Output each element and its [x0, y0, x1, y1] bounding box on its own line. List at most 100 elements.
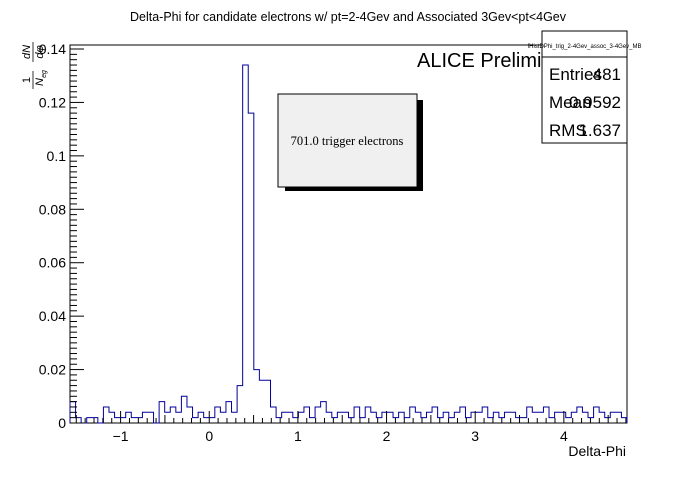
histogram-bin [477, 412, 483, 423]
histogram-bin [115, 418, 121, 423]
histogram-bin [594, 407, 600, 423]
y-tick-label: 0.06 [39, 255, 66, 271]
histogram-bin [310, 418, 316, 423]
histogram-bin [137, 418, 143, 423]
histogram-bin [321, 402, 327, 423]
x-tick-label: −1 [113, 428, 129, 444]
histogram-bin [198, 412, 204, 423]
histogram-bin [254, 370, 260, 423]
histogram-bin [176, 412, 182, 423]
histogram-bars [69, 64, 628, 424]
x-tick-label: 3 [471, 428, 479, 444]
histogram-bin [204, 418, 210, 423]
y-tick-label: 0.14 [39, 41, 66, 57]
histogram-bin [237, 386, 243, 423]
histogram-bin [399, 412, 405, 423]
stats-box-name: fHistDPhi_trig_2-4Gev_assoc_3-4Gev_MB [527, 44, 641, 50]
histogram-bin [432, 407, 438, 423]
histogram-bin [131, 418, 137, 423]
histogram-bin [571, 412, 577, 423]
histogram-bin [471, 412, 477, 423]
histogram-bin [460, 407, 466, 423]
trigger-electrons-text: 701.0 trigger electrons [291, 134, 404, 148]
histogram-bin [148, 412, 154, 423]
histogram-outline [69, 64, 628, 424]
histogram-bin [103, 407, 109, 423]
x-tick-label: 0 [205, 428, 213, 444]
y-tick-label: 0.04 [39, 308, 66, 324]
histogram-bin [343, 412, 349, 423]
histogram-bin [165, 412, 171, 423]
y-axis: 0 0.02 0.04 0.06 0.08 0.1 0.12 0.14 [39, 41, 84, 431]
stats-entries-value: 481 [593, 65, 621, 84]
stats-entries-label: Entries [549, 65, 602, 84]
y-label-dn: dN [21, 45, 33, 59]
histogram-bin [599, 412, 605, 423]
histogram-bin [415, 412, 421, 423]
histogram-bin [126, 412, 132, 423]
y-tick-label: 0.12 [39, 94, 66, 110]
histogram-bin [538, 412, 544, 423]
stats-box: fHistDPhi_trig_2-4Gev_assoc_3-4Gev_MB En… [527, 30, 642, 144]
histogram-bin [248, 113, 254, 423]
histogram-bin [159, 402, 165, 423]
y-tick-label: 0.02 [39, 362, 66, 378]
histogram-bin [354, 407, 360, 423]
histogram-bin [193, 418, 199, 423]
x-tick-label: 1 [294, 428, 302, 444]
histogram-bin [170, 407, 176, 423]
histogram-bin [493, 412, 499, 423]
histogram-bin [215, 407, 221, 423]
histogram-bin [360, 418, 366, 423]
y-tick-label: 0 [58, 415, 66, 431]
histogram-bin [92, 418, 98, 423]
histogram-bin [482, 407, 488, 423]
histogram-bin [276, 418, 282, 423]
histogram-bin [220, 412, 226, 423]
stats-rms-value: 1.637 [578, 121, 621, 140]
histogram-bin [332, 418, 338, 423]
y-axis-label: 1 N eg dN dφ [21, 42, 48, 89]
histogram-bin [243, 65, 249, 423]
stats-mean-label: Mean [549, 93, 592, 112]
histogram-bin [521, 418, 527, 423]
histogram-bin [549, 418, 555, 423]
histogram-bin [265, 380, 271, 423]
histogram-bin [610, 412, 616, 423]
histogram-bin [326, 412, 332, 423]
histogram-bin [560, 412, 566, 423]
trigger-electrons-box: 701.0 trigger electrons [277, 93, 423, 191]
histogram-bin [387, 412, 393, 423]
plot-frame [69, 44, 628, 424]
x-tick-label: 2 [383, 428, 391, 444]
histogram-bin [504, 412, 510, 423]
histogram-bin [516, 418, 522, 423]
stats-mean-value: 0.9592 [569, 93, 621, 112]
histogram-bin [605, 418, 611, 423]
y-tick-label: 0.1 [47, 148, 67, 164]
histogram-bin [287, 412, 293, 423]
x-axis: −1 0 1 2 3 4 [75, 411, 627, 444]
histogram-bin [259, 380, 265, 423]
y-tick-label: 0.08 [39, 201, 66, 217]
histogram-bin [365, 407, 371, 423]
histogram-bin [298, 412, 304, 423]
alice-preliminary-label: ALICE Preliminary [417, 50, 580, 72]
histogram-bin [282, 412, 288, 423]
x-axis-label: Delta-Phi [568, 443, 626, 459]
histogram-bin [209, 418, 215, 423]
histogram-bin [371, 412, 377, 423]
histogram-bin [438, 418, 444, 423]
y-label-n: N [34, 78, 46, 86]
x-tick-label: 4 [560, 428, 568, 444]
y-label-eg: eg [41, 70, 48, 78]
histogram-bin [449, 418, 455, 423]
y-label-one: 1 [21, 77, 33, 83]
histogram-bin [566, 418, 572, 423]
histogram-bin [443, 412, 449, 423]
histogram-bin [87, 418, 93, 423]
y-label-dphi: dφ [34, 45, 46, 58]
histogram-bin [527, 407, 533, 423]
